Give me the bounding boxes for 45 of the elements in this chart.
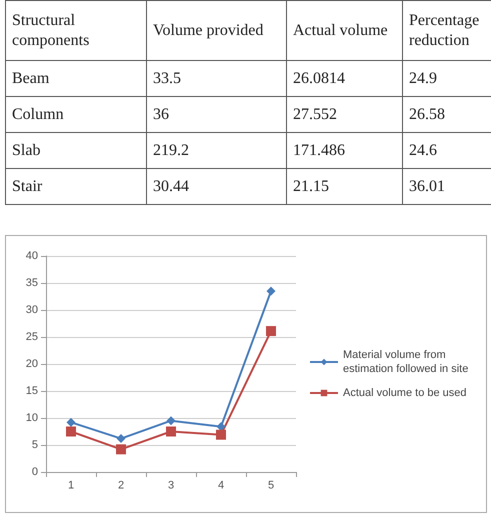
text: 30.44 — [146, 168, 286, 204]
text: Volume provided — [146, 0, 286, 60]
text: 24.9 — [402, 60, 491, 96]
text: 27.552 — [286, 96, 402, 132]
text: Stair — [6, 168, 146, 204]
x-tick-label: 3 — [168, 480, 174, 492]
point — [66, 426, 76, 436]
text: Slab — [6, 132, 146, 168]
text: 24.6 — [402, 132, 491, 168]
y-tick-label: 20 — [26, 358, 38, 370]
x-tick-label: 5 — [268, 480, 274, 492]
x-tick-label: 2 — [118, 480, 124, 492]
y-tick-label: 30 — [26, 304, 38, 316]
x-tick-label: 4 — [218, 480, 224, 492]
x-tick-label: 1 — [68, 480, 74, 492]
y-tick-label: 15 — [26, 385, 38, 397]
point — [266, 326, 276, 336]
text: Percentage reduction — [402, 0, 491, 60]
y-tick-label: 10 — [26, 412, 38, 424]
text: 21.15 — [286, 168, 402, 204]
text: Beam — [6, 60, 146, 96]
point — [166, 416, 176, 426]
point — [116, 434, 126, 444]
y-tick-label: 5 — [32, 439, 38, 451]
text: 26.0814 — [286, 60, 402, 96]
legend-label: Actual volume to be used — [343, 387, 467, 399]
y-tick-label: 0 — [32, 466, 38, 478]
text: 219.2 — [146, 132, 286, 168]
y-tick-label: 40 — [26, 250, 38, 262]
point — [266, 286, 276, 296]
point — [66, 418, 76, 427]
point — [216, 430, 226, 440]
text: Actual volume — [286, 0, 402, 60]
y-tick-label: 35 — [26, 277, 38, 289]
legend-label: Material volume from estimation followed in site — [343, 349, 468, 375]
text: 36 — [146, 96, 286, 132]
point — [116, 444, 126, 454]
point — [166, 426, 176, 436]
text: Structural components — [6, 0, 146, 60]
text: 171.486 — [286, 132, 402, 168]
text: 36.01 — [402, 168, 491, 204]
text: 26.58 — [402, 96, 491, 132]
text: 33.5 — [146, 60, 286, 96]
y-tick-label: 25 — [26, 331, 38, 343]
text: Column — [6, 96, 146, 132]
